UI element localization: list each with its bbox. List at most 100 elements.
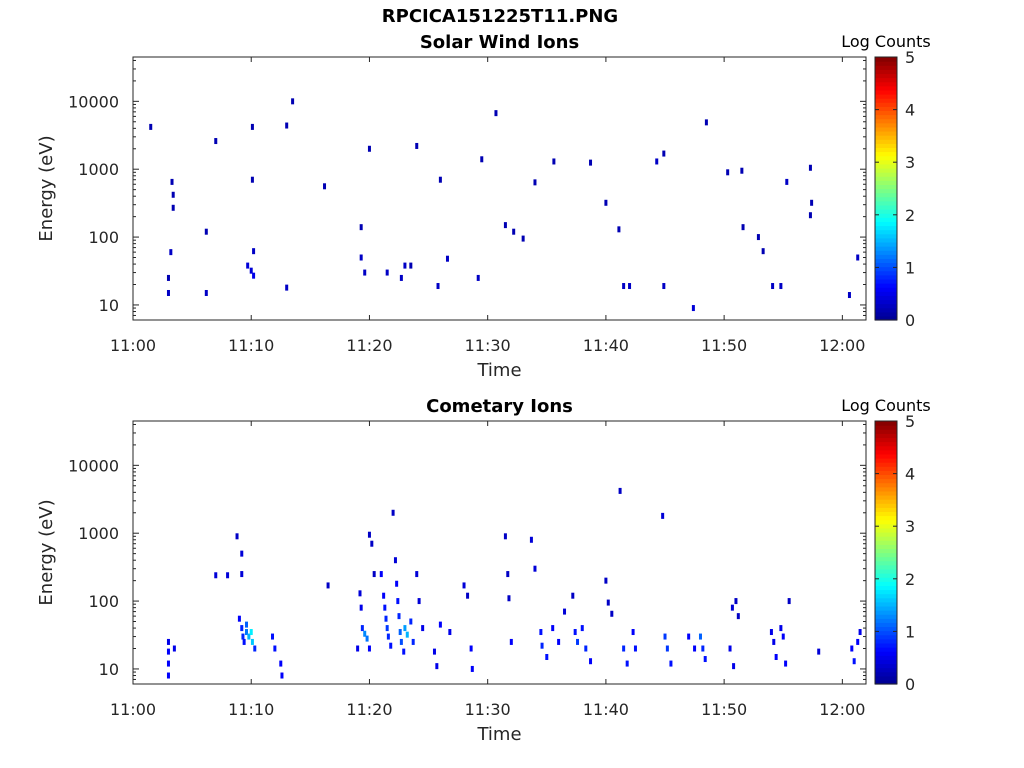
y-tick-label: 10 [99, 296, 119, 315]
data-cell [271, 633, 275, 640]
data-cell [421, 625, 425, 632]
data-cell [576, 638, 580, 645]
colorbar-segment [875, 556, 897, 562]
data-cell [285, 284, 289, 291]
data-cell [512, 228, 516, 235]
colorbar-tick-label: 0 [905, 675, 915, 694]
colorbar-segment [875, 77, 897, 83]
data-cell [631, 629, 635, 636]
colorbar-segment [875, 130, 897, 136]
colorbar-segment [875, 295, 897, 301]
colorbar-tick-label: 3 [905, 517, 915, 536]
colorbar-segment [875, 560, 897, 566]
colorbar-segment [875, 478, 897, 484]
colorbar-segment [875, 213, 897, 218]
data-cell [625, 660, 629, 667]
colorbar-segment [875, 89, 897, 95]
data-cell [604, 577, 608, 584]
data-cell [246, 262, 250, 269]
data-cell [367, 531, 371, 538]
data-cell [273, 645, 277, 652]
colorbar-segment [875, 679, 897, 685]
data-cell [563, 608, 567, 615]
colorbar-segment [875, 421, 897, 426]
colorbar-segment [875, 200, 897, 206]
data-cell [507, 595, 511, 602]
data-cell [785, 178, 789, 185]
data-cell [172, 645, 176, 652]
data-cell [250, 176, 254, 183]
data-cell [589, 159, 593, 166]
data-cell [417, 598, 421, 605]
data-cell [701, 645, 705, 652]
colorbar-segment [875, 568, 897, 574]
colorbar-segment [875, 614, 897, 619]
panel-title: Solar Wind Ions [420, 32, 579, 53]
colorbar-segment [875, 474, 897, 480]
data-cell [436, 283, 440, 290]
colorbar-segment [875, 184, 897, 190]
colorbar-segment [875, 61, 897, 66]
data-cell [365, 635, 369, 642]
data-cell [389, 642, 393, 649]
colorbar-segment [875, 675, 897, 681]
data-cell [242, 638, 246, 645]
colorbar-segment [875, 630, 897, 636]
colorbar-segment [875, 531, 897, 537]
figure-title: RPCICA151225T11.PNG [381, 6, 619, 27]
colorbar-segment [875, 618, 897, 623]
data-cells [149, 98, 860, 312]
colorbar-segment [875, 225, 897, 231]
data-cell [367, 145, 371, 152]
colorbar-tick-label: 3 [905, 153, 915, 172]
colorbar-segment [875, 274, 897, 280]
data-cell [244, 629, 248, 636]
colorbar-segment [875, 519, 897, 525]
x-tick-label: 12:00 [819, 700, 865, 719]
colorbar-segment [875, 589, 897, 595]
data-cell [606, 599, 610, 606]
data-cell [396, 598, 400, 605]
data-cell [166, 274, 170, 281]
data-cell [622, 283, 626, 290]
colorbar-segment [875, 536, 897, 541]
data-cell [253, 645, 257, 652]
data-cell [655, 158, 659, 165]
colorbar-segment [875, 143, 897, 149]
data-cell [589, 658, 593, 665]
y-tick-label: 10000 [68, 92, 119, 111]
data-cell [784, 660, 788, 667]
data-cell [494, 110, 498, 117]
colorbar-label: Log Counts [841, 396, 931, 415]
data-cell [438, 621, 442, 628]
colorbar-segment [875, 254, 897, 259]
colorbar-segment [875, 229, 897, 235]
colorbar-segment [875, 188, 897, 194]
colorbar-tick-label: 1 [905, 258, 915, 277]
data-cell [285, 122, 289, 129]
colorbar-segment [875, 57, 897, 62]
colorbar-segment [875, 425, 897, 430]
data-cell [214, 138, 218, 145]
data-cell [533, 565, 537, 572]
data-cell [279, 660, 283, 667]
data-cell [359, 254, 363, 261]
data-cell [781, 633, 785, 640]
data-cell [249, 629, 253, 636]
data-cell [384, 615, 388, 622]
data-cell [529, 536, 533, 543]
data-cell [382, 592, 386, 599]
colorbar-segment [875, 527, 897, 533]
data-cell [665, 645, 669, 652]
colorbar-segment [875, 307, 897, 313]
data-cell [170, 178, 174, 185]
data-cell [691, 305, 695, 312]
data-cell [774, 653, 778, 660]
data-cell [358, 590, 362, 597]
colorbar-segment [875, 605, 897, 611]
colorbar-segment [875, 503, 897, 508]
colorbar-segment [875, 114, 897, 120]
data-cell [779, 283, 783, 290]
colorbar-segment [875, 593, 897, 599]
